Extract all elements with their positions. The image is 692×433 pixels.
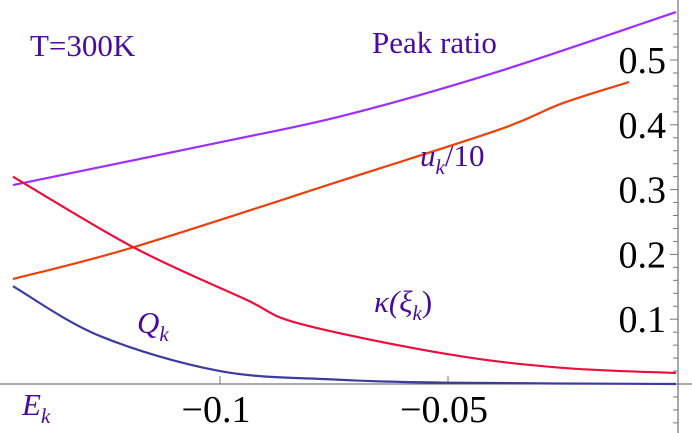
u-sub: k bbox=[436, 155, 446, 179]
annotation-temperature: T=300K bbox=[30, 28, 136, 63]
kappa-main: κ(ξ bbox=[374, 284, 413, 319]
e-sub: k bbox=[41, 404, 51, 428]
u-rest: /10 bbox=[445, 138, 485, 173]
x-tick-label: −0.05 bbox=[400, 389, 488, 431]
annotation-e-k: Ek bbox=[21, 387, 51, 428]
u-main: u bbox=[420, 138, 436, 173]
annotation-u-k: uk/10 bbox=[420, 138, 484, 179]
series-line-Q_k bbox=[12, 285, 677, 386]
y-tick-label: 0.1 bbox=[619, 299, 667, 341]
y-tick-label: 0.3 bbox=[619, 170, 667, 212]
series-lines bbox=[12, 11, 677, 386]
annotation-q-k: Qk bbox=[137, 305, 169, 346]
q-main: Q bbox=[137, 305, 159, 340]
annotation-kappa: κ(ξk) bbox=[374, 284, 432, 325]
kappa-rest: ) bbox=[422, 284, 432, 319]
x-tick-label: −0.1 bbox=[182, 389, 251, 431]
e-main: E bbox=[21, 387, 41, 422]
y-tick-label: 0.5 bbox=[619, 40, 667, 82]
q-sub: k bbox=[159, 322, 169, 346]
series-line-peak_ratio bbox=[12, 11, 677, 187]
y-tick-label: 0.4 bbox=[619, 105, 667, 147]
y-tick-label: 0.2 bbox=[619, 234, 667, 276]
series-line-kappa bbox=[12, 175, 677, 375]
annotation-peak-ratio: Peak ratio bbox=[372, 25, 497, 60]
series-line-u_k_over_10 bbox=[12, 80, 630, 281]
kappa-sub: k bbox=[412, 301, 422, 325]
